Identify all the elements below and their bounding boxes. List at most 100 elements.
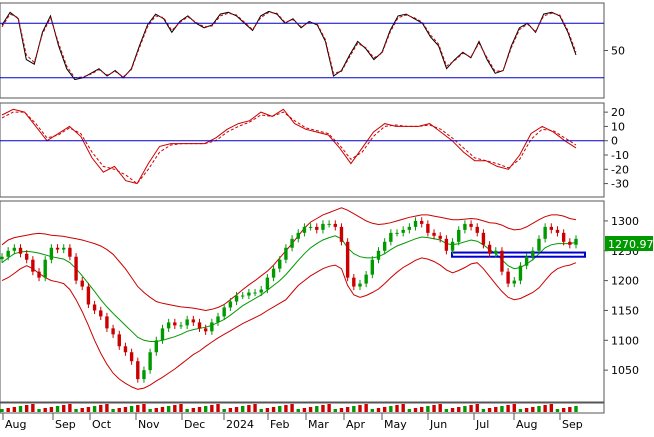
- candle-body: [413, 220, 418, 227]
- candle-body: [487, 244, 492, 254]
- candle-body: [407, 226, 412, 230]
- candle-body: [308, 226, 313, 228]
- volume-bar: [253, 404, 257, 412]
- oscillator-tick-label: -20: [611, 163, 629, 176]
- volume-bar: [358, 405, 362, 412]
- volume-bar: [524, 408, 529, 412]
- candle-body: [49, 247, 54, 260]
- candle-body: [278, 259, 282, 269]
- oscillator-line-0: [1, 108, 577, 185]
- candle-body: [18, 247, 23, 254]
- candle-body: [315, 226, 319, 230]
- volume-bar: [241, 406, 245, 412]
- volume-bar: [24, 405, 29, 412]
- x-tick-label: Sep: [55, 418, 76, 431]
- volume-bar: [512, 404, 516, 412]
- volume-bar: [574, 406, 578, 412]
- x-tick-label: Dec: [184, 418, 205, 431]
- stochastic-tick-label: 50: [611, 45, 625, 58]
- candle-body: [438, 235, 442, 239]
- candle-body: [457, 229, 461, 242]
- candle-body: [469, 223, 473, 227]
- bollinger-upper: [1, 207, 577, 312]
- candle-body: [247, 292, 251, 296]
- candle-body: [185, 319, 189, 326]
- volume-bar: [0, 409, 4, 412]
- candle-body: [370, 259, 375, 275]
- x-tick-label: Jun: [429, 418, 447, 431]
- candle-body: [142, 370, 146, 380]
- bollinger-middle: [1, 235, 577, 342]
- x-tick-label: Nov: [138, 418, 160, 431]
- candle-body: [494, 250, 498, 254]
- volume-bar: [290, 404, 294, 412]
- candle-body: [531, 250, 535, 257]
- volume-bar: [345, 407, 350, 412]
- volume-bar: [475, 404, 479, 412]
- candle-body: [296, 232, 300, 239]
- candle-body: [358, 283, 362, 287]
- volume-bar: [271, 407, 276, 412]
- x-tick-label: Mar: [308, 418, 329, 431]
- volume-bar: [457, 407, 461, 412]
- candle-body: [327, 223, 331, 225]
- candle-body: [166, 322, 171, 329]
- candle-body: [524, 256, 529, 266]
- bollinger-lower: [1, 257, 577, 390]
- x-tick-label: May: [384, 418, 407, 431]
- volume-bar: [333, 409, 337, 412]
- candle-body: [432, 232, 436, 236]
- candle-body: [364, 274, 368, 284]
- volume-bar: [407, 409, 412, 412]
- last-price-tag: 1270.970: [605, 236, 654, 251]
- volume-bar: [74, 409, 78, 412]
- candle-body: [568, 241, 572, 245]
- volume-bar: [6, 408, 10, 412]
- candle-body: [271, 268, 276, 278]
- volume-bar: [339, 408, 344, 412]
- volume-bar: [296, 409, 300, 412]
- candle-body: [512, 280, 516, 284]
- candle-body: [123, 346, 128, 353]
- candle-body: [31, 259, 35, 272]
- price-tick-label: 1150: [611, 304, 639, 317]
- volume-strip: [0, 402, 605, 414]
- volume-bar: [265, 408, 270, 412]
- volume-bar: [105, 404, 109, 412]
- candle-body: [395, 232, 399, 234]
- volume-bar: [568, 407, 572, 412]
- candle-body: [43, 259, 47, 278]
- candle-body: [463, 223, 467, 230]
- price-tick-label: 1050: [611, 364, 639, 377]
- oscillator-tick-label: 20: [611, 106, 625, 119]
- candle-body: [6, 250, 10, 257]
- volume-bar: [413, 408, 418, 412]
- volume-bar: [62, 405, 66, 412]
- volume-bar: [123, 407, 128, 412]
- volume-bar: [179, 404, 183, 412]
- volume-bar: [395, 405, 399, 412]
- candle-body: [506, 271, 510, 284]
- volume-bar: [494, 407, 498, 412]
- volume-bar: [228, 408, 233, 412]
- candle-body: [352, 277, 356, 287]
- volume-bar: [31, 404, 35, 412]
- candle-body: [154, 340, 158, 353]
- candle-body: [382, 241, 387, 251]
- x-tick-label: Aug: [5, 418, 26, 431]
- volume-bar: [420, 407, 424, 412]
- candle-body: [24, 253, 29, 260]
- volume-bar: [80, 408, 84, 412]
- volume-bar: [426, 406, 430, 412]
- candle-body: [92, 304, 97, 311]
- volume-bar: [463, 406, 467, 412]
- candle-body: [339, 226, 344, 242]
- volume-bar: [518, 409, 523, 412]
- price-panel: [0, 200, 605, 403]
- oscillator-panel: [0, 102, 605, 198]
- candle-body: [203, 328, 208, 332]
- candle-body: [197, 322, 202, 329]
- volume-bar: [531, 407, 535, 412]
- oscillator-tick-label: -10: [611, 149, 629, 162]
- candle-body: [290, 238, 294, 248]
